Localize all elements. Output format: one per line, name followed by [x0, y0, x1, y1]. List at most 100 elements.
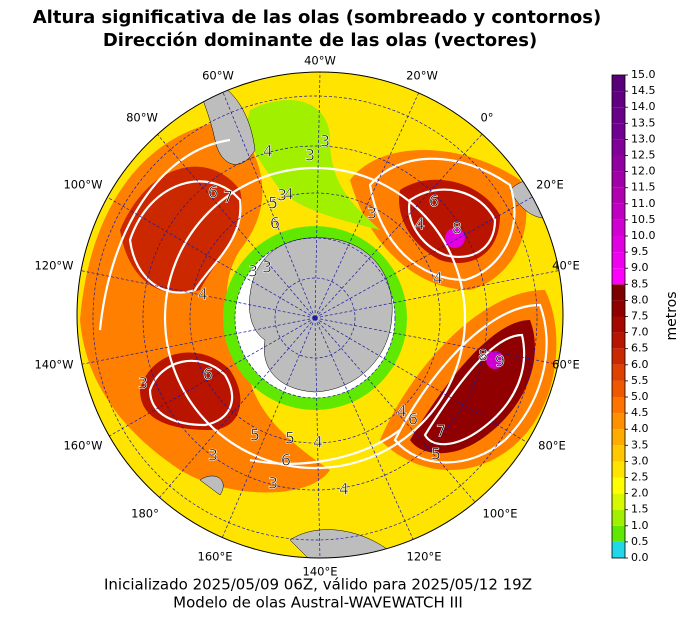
colorbar-tick-label: 8.0: [631, 293, 649, 306]
contour-label: 4: [415, 215, 425, 234]
colorbar-segment: [612, 187, 625, 204]
contour-label: 6: [281, 451, 291, 470]
colorbar-segment: [612, 107, 625, 124]
colorbar-tick-label: 14.5: [631, 84, 656, 97]
colorbar-tick-label: 2.0: [631, 487, 649, 500]
contour-label: 6: [208, 183, 218, 202]
colorbar-segment: [612, 461, 625, 478]
colorbar-tick-label: 2.5: [631, 471, 649, 484]
lon-label: 100°E: [483, 507, 518, 521]
colorbar-tick-label: 12.5: [631, 149, 656, 162]
colorbar-tick-label: 4.5: [631, 406, 649, 419]
lon-label: 40°E: [552, 259, 580, 273]
contours: [98, 138, 548, 470]
contour-label: 3: [268, 474, 278, 493]
colorbar-tick-label: 11.0: [631, 197, 656, 210]
colorbar-segment: [612, 445, 625, 462]
band-red: [140, 352, 241, 430]
colorbar-tick-label: 9.5: [631, 245, 649, 258]
colorbar-segment: [612, 332, 625, 349]
lon-label: 40°W: [304, 54, 336, 68]
contour-label: 9: [495, 352, 505, 371]
contour-label: 3: [367, 204, 377, 223]
colorbar-segment: [612, 397, 625, 414]
colorbar-tick-label: 14.0: [631, 100, 656, 113]
colorbar-segment: [612, 316, 625, 333]
lon-label: 140°W: [34, 358, 73, 372]
footer-line-1: Inicializado 2025/05/09 06Z, válido para…: [104, 576, 532, 594]
contour-label: 5: [250, 426, 260, 445]
colorbar-tick-label: 6.5: [631, 342, 649, 355]
colorbar-segment: [612, 123, 625, 140]
colorbar-tick-label: 5.5: [631, 374, 649, 387]
contour-label: 6: [270, 214, 280, 233]
longitude-labels: 40°W 20°W 0° 20°E 40°E 60°E 80°E 100°E 1…: [34, 54, 579, 579]
footer-line-2: Modelo de olas Austral-WAVEWATCH III: [173, 594, 463, 612]
lon-label: 120°W: [34, 259, 73, 273]
colorbar-tick-label: 1.0: [631, 519, 649, 532]
contour-label: 3: [262, 258, 272, 277]
colorbar-segment: [612, 252, 625, 269]
colorbar-segment: [612, 171, 625, 188]
contour-label: 8: [452, 219, 462, 238]
colorbar-tick-label: 10.0: [631, 229, 656, 242]
contour-label: 5: [285, 429, 295, 448]
contour-label: 8: [478, 346, 488, 365]
contour-label: 4: [284, 185, 294, 204]
lon-label: 0°: [480, 111, 493, 125]
colorbar-segment: [612, 493, 625, 510]
band-magenta: [445, 228, 465, 248]
colorbar-tick-label: 8.5: [631, 277, 649, 290]
colorbar-tick-label: 12.0: [631, 165, 656, 178]
colorbar-segment: [612, 75, 625, 92]
colorbar-segment: [612, 380, 625, 397]
lon-label: 80°W: [126, 111, 158, 125]
colorbar-tick-label: 5.0: [631, 390, 649, 403]
colorbar-segment: [612, 203, 625, 220]
colorbar-segment: [612, 155, 625, 172]
colorbar-tick-label: 1.5: [631, 503, 649, 516]
colorbar-tick-label: 6.0: [631, 358, 649, 371]
contour-label: 4: [339, 480, 349, 499]
contour-label: 3: [320, 132, 330, 151]
colorbar-segment: [612, 525, 625, 542]
lon-label: 20°E: [536, 178, 564, 192]
contour-label: 4: [433, 269, 443, 288]
contour-label: 6: [203, 365, 213, 384]
contour-label: 5: [431, 445, 441, 464]
lon-label: 120°E: [407, 550, 442, 564]
title-line-1: Altura significativa de las olas (sombre…: [33, 7, 601, 28]
colorbar-tick-label: 0.5: [631, 535, 649, 548]
colorbar-segment: [612, 284, 625, 301]
contour-label: 3: [208, 446, 218, 465]
colorbar-tick-label: 9.0: [631, 261, 649, 274]
colorbar: 0.0 0.5 1.0 1.5 2.0 2.5 3.0 3.5 4.0 4.5 5.0 5.5 6.0 6…: [611, 68, 656, 564]
colorbar-tick-label: 7.5: [631, 310, 649, 323]
map-border: [76, 71, 564, 559]
lon-label: 60°W: [202, 69, 234, 83]
colorbar-segment: [612, 364, 625, 381]
contour-label: 7: [436, 422, 446, 441]
colorbar-tick-label: 13.5: [631, 116, 656, 129]
lon-label: 160°E: [198, 550, 233, 564]
colorbar-segment: [612, 268, 625, 285]
colorbar-tick-label: 15.0: [631, 68, 656, 81]
contour-label: 3: [138, 374, 148, 393]
colorbar-tick-label: 0.0: [631, 551, 649, 564]
contour-label: 6: [408, 410, 418, 429]
colorbar-segment: [612, 541, 625, 558]
colorbar-tick-label: 4.0: [631, 422, 649, 435]
new-zealand: [199, 475, 224, 496]
contour-label: 3: [277, 186, 287, 205]
lon-label: 180°: [131, 507, 159, 521]
title-line-2: Dirección dominante de las olas (vectore…: [103, 30, 537, 51]
contour-label: 6: [429, 192, 439, 211]
lon-label: 20°W: [406, 69, 438, 83]
colorbar-tick-label: 13.0: [631, 132, 656, 145]
colorbar-segment: [612, 91, 625, 108]
contour-label: 4: [198, 285, 208, 304]
colorbar-segment: [612, 477, 625, 494]
